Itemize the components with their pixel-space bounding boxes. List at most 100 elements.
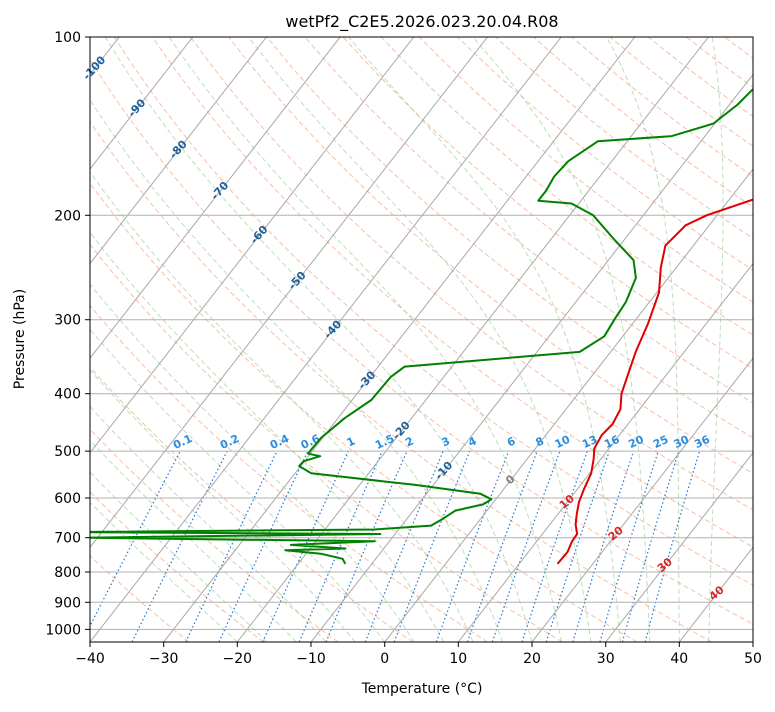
dry-adiabat-label: -40: [321, 317, 344, 341]
y-tick-label: 400: [54, 387, 81, 403]
y-tick-label: 900: [54, 595, 81, 611]
moist-adiabat: [53, 37, 503, 642]
y-tick-label: 600: [54, 491, 81, 507]
y-tick-label: 500: [54, 444, 81, 460]
mixing-ratio-label: 0.4: [268, 432, 291, 452]
moist-adiabat: [0, 37, 326, 642]
mixing-ratio-line: [573, 451, 634, 642]
mixing-ratio-label: 25: [651, 433, 670, 451]
dry-adiabat: [458, 37, 775, 642]
x-tick-label: 0: [380, 651, 389, 667]
moist-adiabat: [607, 37, 680, 642]
series-line-temperature: [558, 37, 775, 564]
mixing-ratio-label: 36: [692, 433, 712, 451]
mixing-ratio-label: 2: [403, 434, 415, 449]
dry-adiabat: [0, 37, 637, 642]
dry-adiabat: [343, 37, 775, 642]
isotherm: [753, 37, 775, 642]
dry-adiabat: [763, 37, 775, 642]
moist-adiabat-label: 10: [557, 492, 577, 512]
x-tick-label: −20: [223, 651, 253, 667]
dry-adiabat-label: -70: [208, 179, 231, 203]
mixing-ratio-label: 0.2: [218, 432, 241, 452]
isotherm: [164, 37, 635, 642]
x-tick-label: −40: [75, 651, 105, 667]
isotherm: [237, 37, 708, 642]
x-tick-label: −30: [149, 651, 179, 667]
grid: [90, 37, 753, 629]
mixing-ratio-line: [132, 451, 227, 642]
x-tick-label: 20: [523, 651, 541, 667]
dry-adiabat-label: -60: [248, 223, 271, 247]
y-tick-label: 300: [54, 313, 81, 329]
dry-adiabat-label: -100: [80, 53, 108, 82]
mixing-ratio-label: 1: [345, 434, 357, 449]
x-axis-label: Temperature (°C): [361, 681, 483, 697]
mixing-ratio-label: 30: [672, 433, 692, 451]
x-tick-label: 30: [597, 651, 615, 667]
y-tick-label: 800: [54, 565, 81, 581]
mixing-ratio-label: 4: [466, 434, 479, 449]
dry-adiabat: [0, 37, 264, 642]
moist-adiabat: [105, 37, 532, 642]
dry-adiabat-label: -30: [355, 368, 378, 392]
dry-adiabat: [381, 37, 775, 642]
dry-adiabat: [534, 37, 775, 642]
y-tick-label: 1000: [45, 622, 81, 638]
dry-adiabat-label: -10: [432, 459, 455, 483]
mixing-ratio-label: 20: [626, 433, 646, 451]
dry-adiabat: [496, 37, 775, 642]
dry-adiabat: [229, 37, 775, 642]
moist-adiabat: [0, 37, 237, 642]
isotherm: [385, 37, 775, 642]
dry-adiabat: [191, 37, 775, 642]
mixing-ratio-line: [600, 451, 658, 642]
dry-adiabat-label: -50: [286, 269, 309, 293]
mixing-ratio-line: [436, 451, 508, 642]
y-tick-label: 100: [54, 30, 81, 46]
dry-adiabat: [0, 37, 413, 642]
y-tick-label: 200: [54, 208, 81, 224]
isotherm: [0, 37, 414, 642]
mixing-ratio-label: 3: [440, 434, 452, 449]
isotherm: [0, 37, 267, 642]
mixing-ratio-line: [622, 451, 678, 642]
mixing-ratio-line: [219, 451, 308, 642]
series-line-dewpoint: [65, 37, 775, 564]
dry-adiabat: [0, 37, 562, 642]
moist-adiabat: [0, 37, 267, 642]
mixing-ratio-label: 13: [580, 433, 599, 451]
moist-adiabat: [9, 37, 473, 642]
isotherm: [0, 37, 193, 642]
profile-series: [65, 37, 775, 564]
x-tick-label: −10: [296, 651, 326, 667]
y-tick-label: 700: [54, 531, 81, 547]
mixing-ratio-line: [546, 451, 609, 642]
mixing-ratio-line: [468, 451, 538, 642]
x-tick-label: 50: [744, 651, 762, 667]
y-axis-label: Pressure (hPa): [12, 289, 28, 389]
dry-adiabat: [0, 37, 488, 642]
mixing-ratio-label: 6: [505, 434, 518, 449]
mixing-ratio-label: 0.1: [171, 432, 194, 452]
moist-adiabat: [0, 37, 444, 642]
dry-adiabat-label: -80: [167, 137, 190, 161]
x-tick-label: 40: [670, 651, 688, 667]
x-tick-label: 10: [449, 651, 467, 667]
dry-adiabat-label: -90: [125, 96, 148, 120]
isotherm: [16, 37, 487, 642]
chart-title: wetPf2_C2E5.2026.023.20.04.R08: [285, 12, 558, 32]
mixing-ratio-label: 10: [553, 433, 573, 451]
isotherm: [458, 37, 775, 642]
moist-adiabat: [0, 37, 414, 642]
mixing-ratio-line: [645, 451, 699, 642]
dry-adiabat: [305, 37, 775, 642]
isotherm: [311, 37, 775, 642]
moist-adiabat: [0, 37, 385, 642]
background-lines: [0, 37, 775, 642]
dry-adiabat: [152, 37, 775, 642]
